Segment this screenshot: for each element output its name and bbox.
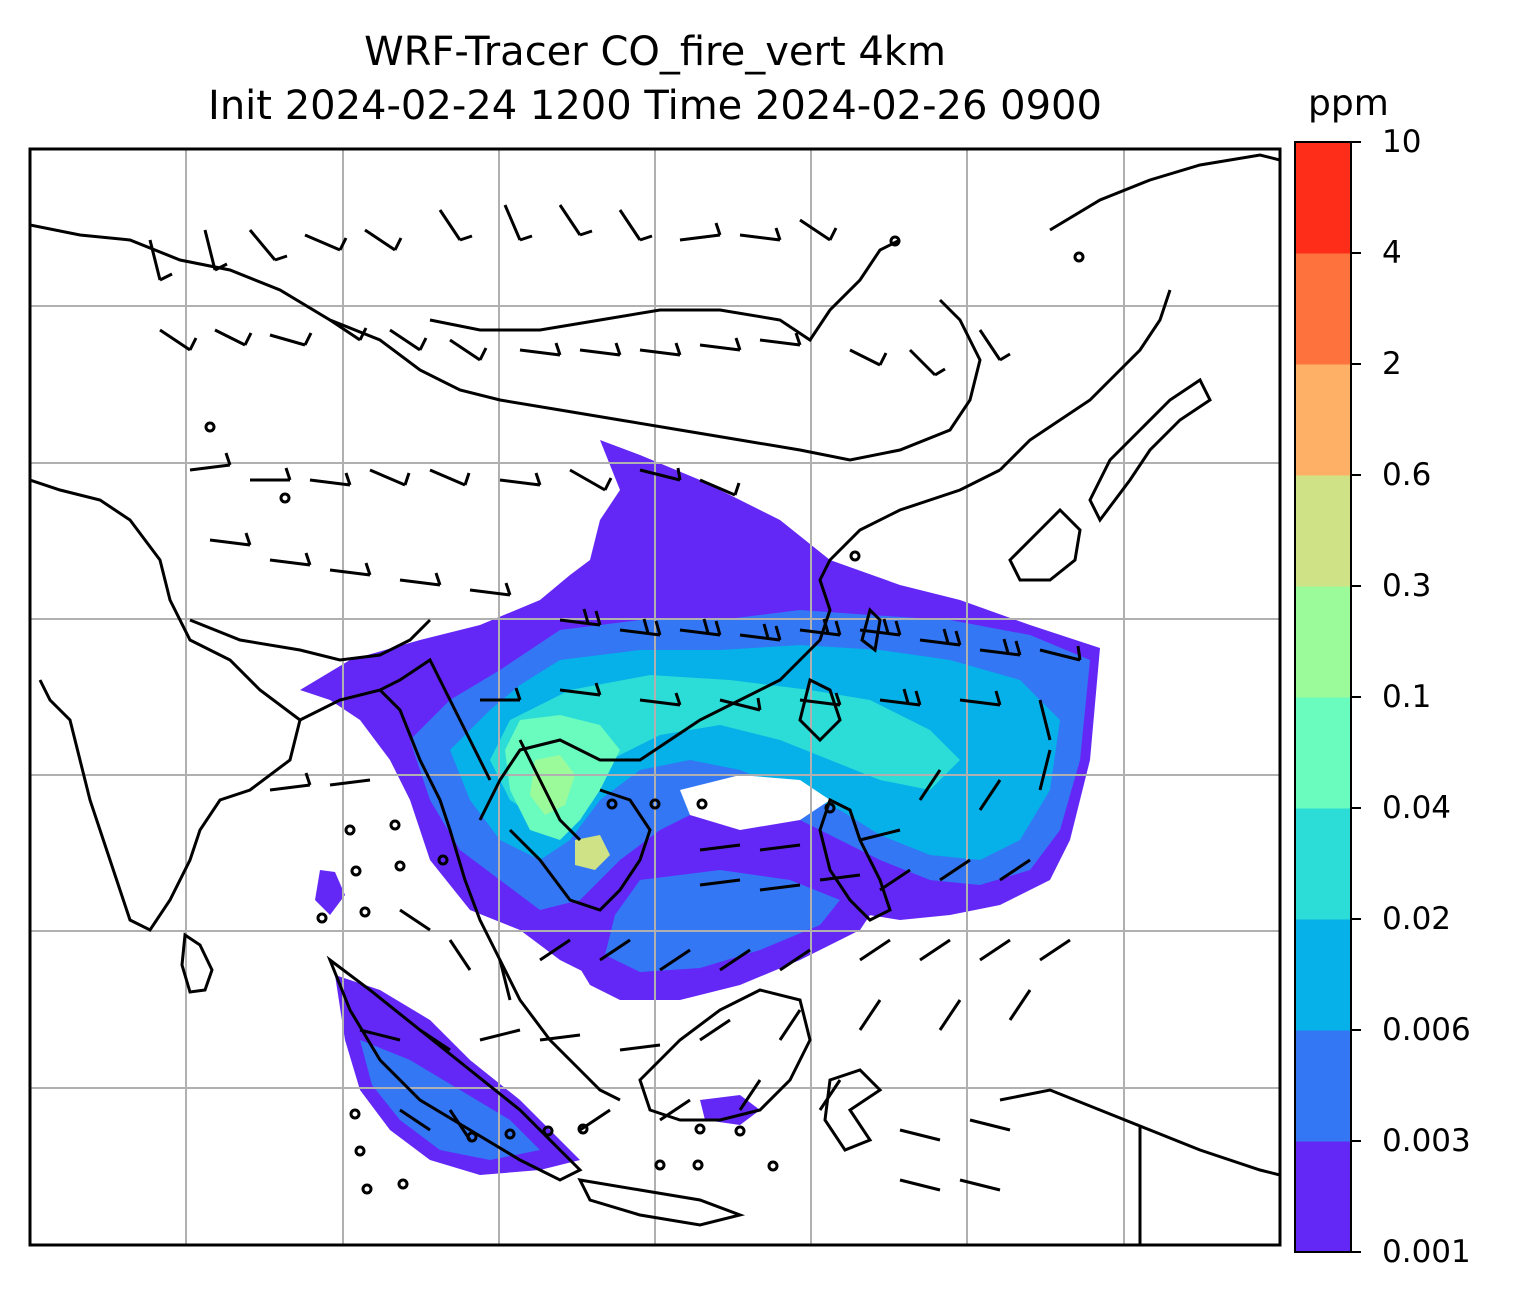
colorbar-segment xyxy=(1295,697,1351,809)
colorbar xyxy=(1294,141,1361,1253)
coast-newguinea xyxy=(999,1088,1280,1177)
colorbar-segment xyxy=(1295,1141,1351,1253)
plume-southwest xyxy=(335,975,580,1175)
coast-china-north xyxy=(998,289,1172,472)
colorbar-unit: ppm xyxy=(1308,83,1389,124)
coast-srilanka xyxy=(180,932,214,994)
border-mongolia xyxy=(429,238,901,343)
coast-java xyxy=(577,1178,746,1227)
coast-japan xyxy=(1088,377,1212,523)
colorbar-tick-label: 0.001 xyxy=(1382,1234,1471,1270)
coast-india xyxy=(30,478,302,932)
colorbar-tick-label: 0.3 xyxy=(1382,568,1432,604)
coast-bay-bengal-east xyxy=(299,688,512,1001)
coast-gulf-thailand xyxy=(508,788,652,912)
coast-borneo xyxy=(638,988,812,1122)
border-myanmar xyxy=(379,657,492,781)
colorbar-tick-label: 0.04 xyxy=(1382,790,1452,826)
colorbar-segment xyxy=(1295,808,1351,920)
plume-southwest-inner xyxy=(360,1040,540,1160)
map-title-line-1: WRF-Tracer CO_fire_vert 4km xyxy=(364,29,946,75)
coast-indochina xyxy=(478,468,1001,821)
colorbar-tick-label: 0.02 xyxy=(1382,901,1452,937)
colorbar-tick-label: 0.006 xyxy=(1382,1012,1471,1048)
plume-southern-arc-inner xyxy=(605,870,840,972)
calm-markers xyxy=(204,235,1085,1195)
border-laos xyxy=(518,739,582,842)
map-frame xyxy=(28,147,1282,1247)
plume-hotspot xyxy=(575,835,610,870)
colorbar-segment xyxy=(1295,475,1351,587)
colorbar-tick-label: 10 xyxy=(1382,124,1422,160)
colorbar-segment xyxy=(1295,253,1351,365)
colorbar-tick-label: 0.003 xyxy=(1382,1123,1471,1159)
coast-philippines xyxy=(818,797,892,922)
colorbar-tick-label: 4 xyxy=(1382,235,1402,271)
coast-sulawesi xyxy=(823,1068,883,1152)
colorbar-tick-label: 2 xyxy=(1382,346,1402,382)
colorbar-segment xyxy=(1295,586,1351,698)
clear-area xyxy=(680,775,830,830)
wind-barbs xyxy=(148,204,1082,1192)
colorbar-segment xyxy=(1295,1030,1351,1142)
coast-korea xyxy=(1008,507,1082,582)
coast-luzon xyxy=(798,677,842,743)
plume-layer-4 xyxy=(490,675,960,820)
plume-west-blob xyxy=(315,870,345,915)
colorbar-tick-label: 0.1 xyxy=(1382,679,1432,715)
colorbar-segment xyxy=(1295,364,1351,476)
colorbar-tick-label: 0.6 xyxy=(1382,457,1432,493)
plume-core-2 xyxy=(530,755,575,815)
colorbar-segment xyxy=(1295,919,1351,1031)
colorbar-segment xyxy=(1295,142,1351,254)
border-himalaya xyxy=(189,618,432,662)
coast-russia-east xyxy=(1049,153,1280,232)
border-china-north xyxy=(30,223,982,462)
map-title-line-2: Init 2024-02-24 1200 Time 2024-02-26 090… xyxy=(208,83,1102,129)
coast-malay xyxy=(498,959,621,1102)
